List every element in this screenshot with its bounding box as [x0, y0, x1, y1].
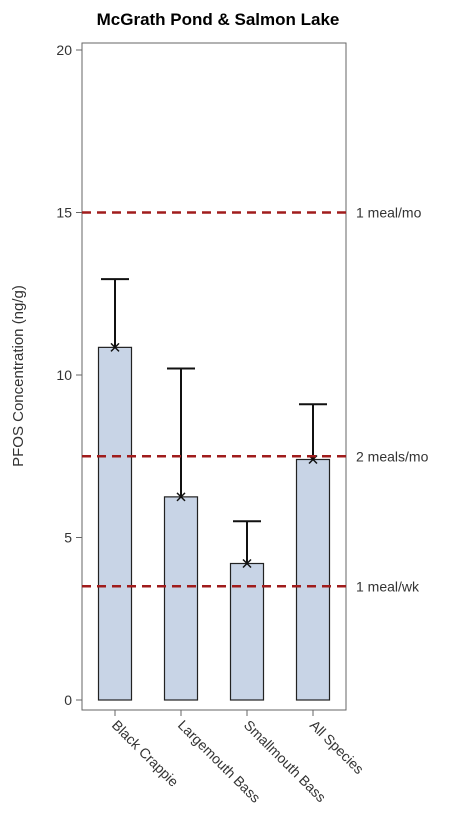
reference-line-label: 1 meal/wk — [356, 578, 420, 594]
y-tick-label: 0 — [64, 692, 72, 708]
bars — [97, 278, 331, 701]
bar — [163, 496, 199, 701]
bar — [295, 458, 331, 701]
y-tick-label: 10 — [56, 367, 72, 383]
mean-marker — [176, 492, 186, 502]
category-label: All Species — [307, 717, 367, 777]
mean-marker — [110, 342, 120, 352]
mean-marker — [242, 558, 252, 569]
category-label: Black Crappie — [109, 717, 182, 790]
plot-frame — [81, 42, 347, 711]
reference-line-label: 1 meal/mo — [356, 205, 422, 221]
y-axis: 0 5 10 15 20 — [56, 42, 82, 708]
reference-line-label: 2 meals/mo — [356, 448, 429, 464]
y-tick-label: 20 — [56, 42, 72, 58]
y-axis-title: PFOS Concentration (ng/g) — [10, 285, 27, 467]
bar — [229, 562, 265, 701]
chart-title: McGrath Pond & Salmon Lake — [97, 10, 340, 29]
bar — [97, 346, 133, 701]
reference-lines: 1 meal/mo 2 meals/mo 1 meal/wk — [82, 205, 429, 594]
y-tick-label: 5 — [64, 530, 72, 546]
y-tick-label: 15 — [56, 205, 72, 221]
